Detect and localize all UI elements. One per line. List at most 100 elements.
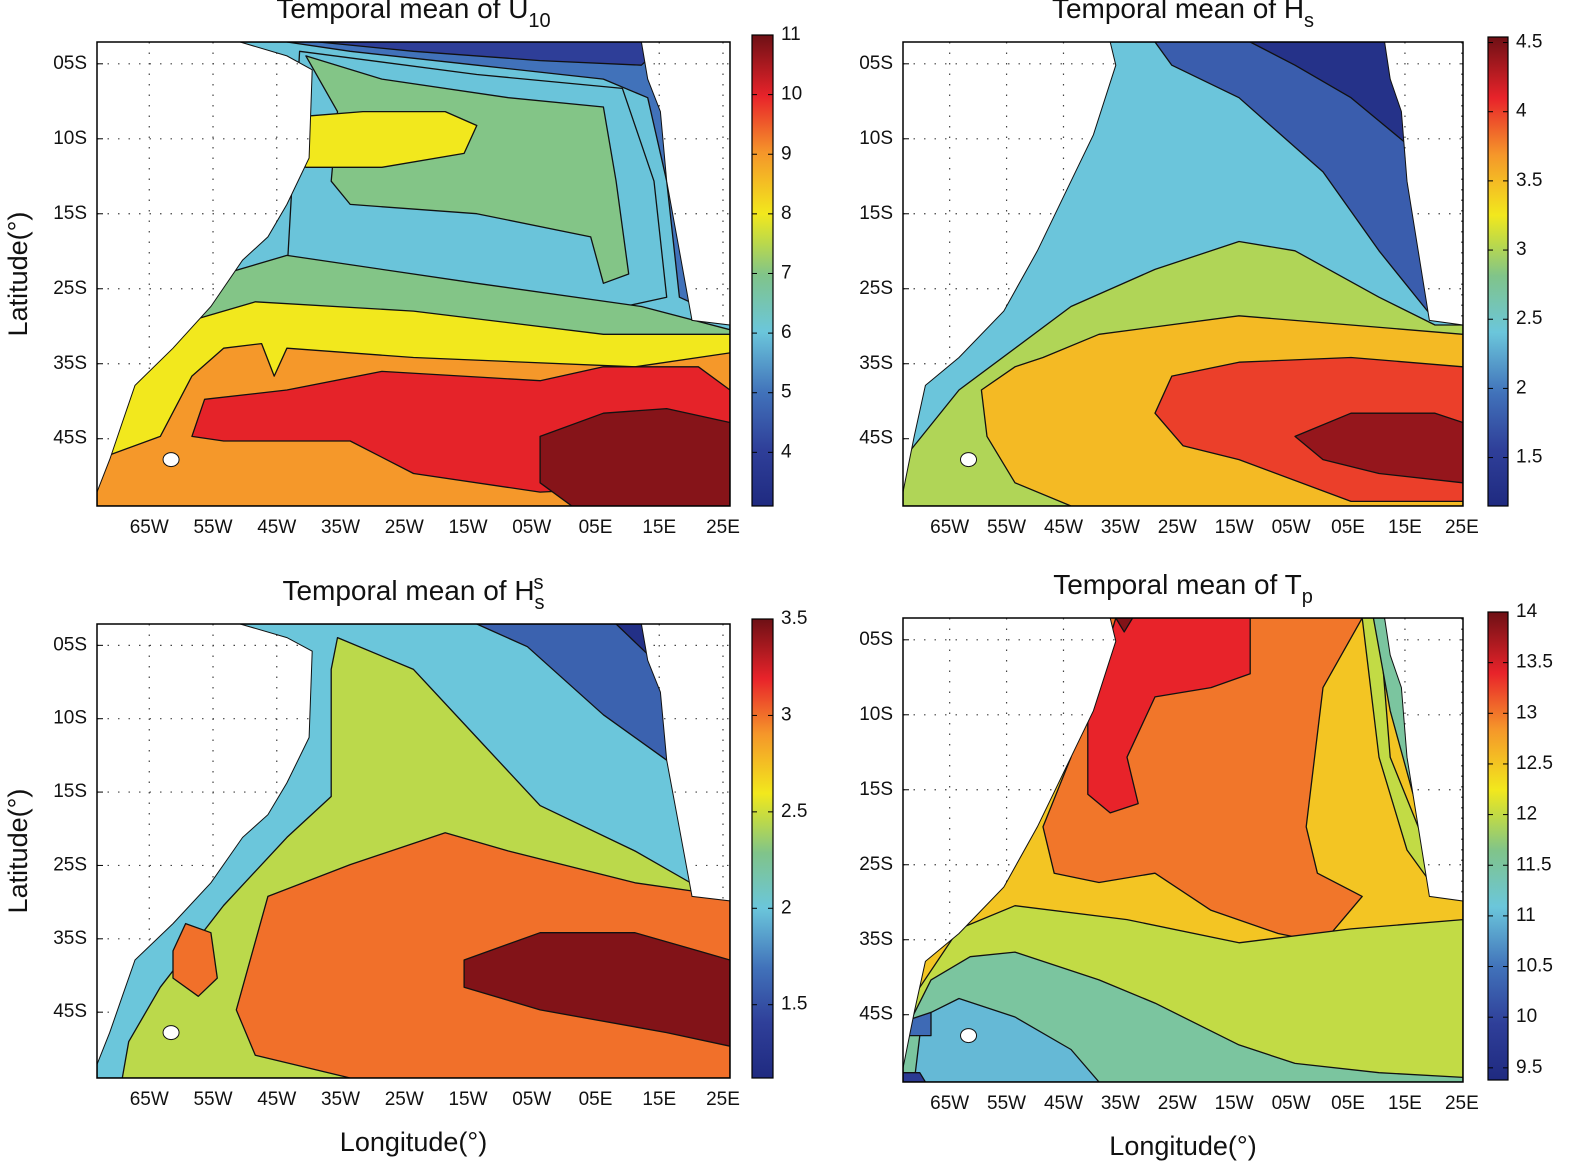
y-tick-label: 25S — [53, 854, 87, 875]
colorbar-tick-label: 1.5 — [1516, 447, 1542, 468]
colorbar-tick-label: 2 — [781, 897, 792, 918]
colorbar-tick-label: 9.5 — [1516, 1057, 1542, 1078]
x-tick-label: 25E — [706, 1089, 740, 1110]
contour-region — [1087, 618, 1251, 814]
x-tick-label: 65W — [930, 1093, 969, 1114]
y-tick-label: 10S — [859, 704, 893, 725]
colorbar-tick-label: 2 — [1516, 377, 1527, 398]
y-tick-label: 05S — [53, 634, 87, 655]
title-subscript: p — [1302, 586, 1313, 608]
colorbar-tick-label: 11 — [1516, 905, 1536, 926]
x-tick-label: 25W — [1158, 1093, 1197, 1114]
x-tick-label: 55W — [987, 1093, 1026, 1114]
colorbar-tick-label: 10.5 — [1516, 956, 1553, 977]
colorbar-tick-label: 3.5 — [1516, 170, 1542, 191]
contour-region — [903, 1072, 927, 1082]
x-tick-label: 05E — [579, 1089, 613, 1110]
x-tick-label: 25W — [385, 1089, 424, 1110]
colorbar-tick-label: 10 — [781, 84, 802, 105]
colorbar-tick-label: 3 — [781, 704, 792, 725]
colorbar — [1487, 36, 1509, 507]
colorbar-tick-label: 13 — [1516, 702, 1537, 723]
x-tick-label: 15E — [642, 1089, 676, 1110]
x-tick-label: 45W — [1044, 1093, 1083, 1114]
y-tick-label: 05S — [859, 629, 893, 650]
y-tick-label: 35S — [859, 353, 893, 374]
y-tick-label: 45S — [859, 428, 893, 449]
panel: 65W 55W 45W 35W 25W 15W 05W 05E 15E 25E 05S 10S 15S 2… — [3, 0, 802, 538]
colorbar-tick-label: 5 — [781, 382, 792, 403]
y-tick-label: 15S — [859, 779, 893, 800]
y-axis-label: Latitude(°) — [3, 212, 33, 337]
y-tick-label: 25S — [859, 854, 893, 875]
x-tick-label: 05E — [1331, 517, 1365, 538]
colorbar-tick-label: 4 — [781, 441, 792, 462]
title-text: Temporal mean of T — [1053, 569, 1302, 600]
x-tick-label: 05W — [512, 1089, 551, 1110]
colorbar-tick-label: 12.5 — [1516, 753, 1553, 774]
x-tick-label: 65W — [130, 1089, 169, 1110]
colorbar-tick-label: 12 — [1516, 804, 1537, 825]
colorbar-tick-label: 3 — [1516, 239, 1527, 260]
contour-field — [903, 42, 1463, 506]
contour-region — [1115, 618, 1134, 633]
contour-field — [97, 624, 730, 1078]
title-text: Temporal mean of H — [1052, 0, 1304, 24]
x-tick-label: 35W — [321, 517, 360, 538]
x-tick-label: 65W — [130, 517, 169, 538]
y-tick-label: 15S — [53, 203, 87, 224]
axes-frame — [902, 41, 1464, 507]
y-tick-label: 05S — [859, 53, 893, 74]
panel: 65W 55W 45W 35W 25W 15W 05W 05E 15E 25E 05S 10S 15S 2… — [859, 0, 1542, 538]
y-axis-label: Latitude(°) — [3, 789, 33, 914]
x-tick-label: 45W — [257, 1089, 296, 1110]
y-tick-label: 05S — [53, 53, 87, 74]
x-tick-label: 35W — [1101, 1093, 1140, 1114]
title-superscript: s — [534, 572, 544, 594]
title-subscript: 10 — [528, 10, 550, 32]
contour-field — [97, 42, 730, 506]
contour-region — [1294, 412, 1463, 484]
island — [162, 452, 180, 468]
x-axis-label: Longitude(°) — [1109, 1131, 1256, 1161]
contour-region — [317, 42, 668, 66]
colorbar-tick-label: 11 — [781, 24, 801, 45]
x-tick-label: 15W — [1215, 517, 1254, 538]
x-tick-label: 45W — [1044, 517, 1083, 538]
contour-region — [539, 407, 730, 506]
x-tick-label: 05W — [1272, 517, 1311, 538]
island — [960, 1028, 978, 1044]
y-tick-label: 10S — [53, 708, 87, 729]
axes-frame — [902, 617, 1464, 1083]
panel-title: Temporal mean of U10 — [276, 0, 550, 32]
x-tick-label: 55W — [193, 1089, 232, 1110]
y-tick-label: 25S — [53, 278, 87, 299]
x-tick-label: 15E — [1388, 1093, 1422, 1114]
x-tick-label: 25W — [1158, 517, 1197, 538]
x-tick-label: 25E — [706, 517, 740, 538]
x-tick-label: 25W — [385, 517, 424, 538]
axes-frame — [96, 41, 731, 507]
colorbar-tick-label: 2.5 — [781, 801, 807, 822]
y-tick-label: 10S — [53, 128, 87, 149]
panel: 65W 55W 45W 35W 25W 15W 05W 05E 15E 25E 05S 10S 15S 2… — [3, 572, 807, 1157]
title-subscript: s — [1304, 10, 1314, 32]
colorbar-tick-label: 4.5 — [1516, 32, 1542, 53]
colorbar-tick-label: 10 — [1516, 1006, 1537, 1027]
y-tick-label: 45S — [859, 1004, 893, 1025]
contour-field — [903, 618, 1463, 1082]
y-tick-label: 25S — [859, 278, 893, 299]
panel-title: Temporal mean of Tp — [1053, 569, 1313, 608]
x-tick-label: 15W — [1215, 1093, 1254, 1114]
x-tick-label: 15E — [1388, 517, 1422, 538]
x-tick-label: 35W — [321, 1089, 360, 1110]
colorbar-tick-label: 11.5 — [1516, 854, 1552, 875]
colorbar — [1487, 611, 1509, 1081]
title-text: Temporal mean of U — [276, 0, 528, 24]
colorbar — [751, 34, 774, 507]
colorbar-tick-label: 6 — [781, 322, 792, 343]
panel-title: Temporal mean of Hss — [282, 572, 544, 614]
y-tick-label: 15S — [53, 781, 87, 802]
y-tick-label: 35S — [53, 928, 87, 949]
